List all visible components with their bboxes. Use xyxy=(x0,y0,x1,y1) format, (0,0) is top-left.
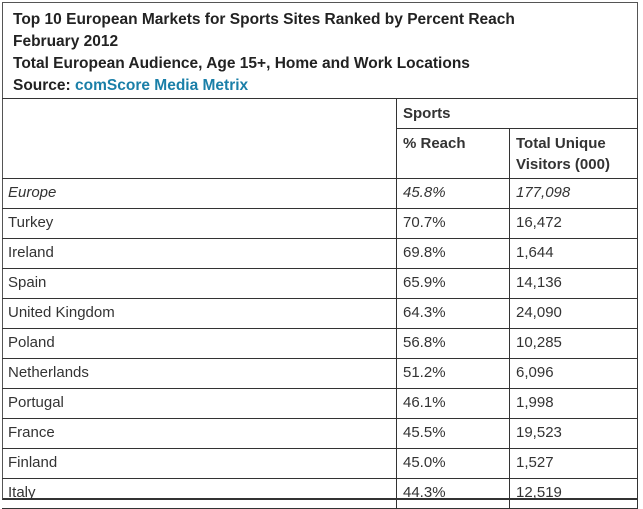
visitors-cell: 12,519 xyxy=(509,478,638,509)
market-cell: France xyxy=(2,418,397,449)
table-row: Spain 65.9% 14,136 xyxy=(2,268,638,299)
sports-group-header: Sports xyxy=(396,98,638,129)
table-row-europe: Europe 45.8% 177,098 xyxy=(2,178,638,209)
reach-cell: 45.0% xyxy=(396,448,510,479)
visitors-column-header: Total Unique Visitors (000) xyxy=(509,128,638,179)
visitors-cell: 177,098 xyxy=(509,178,638,209)
report-header: Top 10 European Markets for Sports Sites… xyxy=(3,3,637,97)
table-row: Turkey 70.7% 16,472 xyxy=(2,208,638,239)
report-date: February 2012 xyxy=(13,33,119,50)
market-cell: Italy xyxy=(2,478,397,509)
visitors-cell: 1,998 xyxy=(509,388,638,419)
reach-cell: 45.5% xyxy=(396,418,510,449)
reach-cell: 56.8% xyxy=(396,328,510,359)
reach-cell: 51.2% xyxy=(396,358,510,389)
visitors-cell: 14,136 xyxy=(509,268,638,299)
market-cell: Portugal xyxy=(2,388,397,419)
table-row: Finland 45.0% 1,527 xyxy=(2,448,638,479)
market-column-header xyxy=(2,98,397,179)
reach-column-header: % Reach xyxy=(396,128,510,179)
reach-cell: 65.9% xyxy=(396,268,510,299)
markets-table: Sports % Reach Total Unique Visitors (00… xyxy=(2,98,638,509)
reach-cell: 46.1% xyxy=(396,388,510,419)
reach-cell: 70.7% xyxy=(396,208,510,239)
group-header-row: Sports xyxy=(2,98,638,179)
market-cell: Netherlands xyxy=(2,358,397,389)
report-source: Source: comScore Media Metrix xyxy=(13,75,637,97)
market-cell: Europe xyxy=(2,178,397,209)
table-row: Italy 44.3% 12,519 xyxy=(2,478,638,509)
table-row: Netherlands 51.2% 6,096 xyxy=(2,358,638,389)
table-row: Ireland 69.8% 1,644 xyxy=(2,238,638,269)
source-link[interactable]: comScore Media Metrix xyxy=(75,77,249,94)
visitors-cell: 19,523 xyxy=(509,418,638,449)
market-cell: Spain xyxy=(2,268,397,299)
market-cell: Turkey xyxy=(2,208,397,239)
visitors-header-line2: Visitors (000) xyxy=(516,156,610,173)
market-cell: United Kingdom xyxy=(2,298,397,329)
reach-cell: 45.8% xyxy=(396,178,510,209)
table-row: France 45.5% 19,523 xyxy=(2,418,638,449)
visitors-cell: 6,096 xyxy=(509,358,638,389)
source-label: Source: xyxy=(13,77,71,94)
reach-cell: 64.3% xyxy=(396,298,510,329)
visitors-cell: 10,285 xyxy=(509,328,638,359)
table-row: Portugal 46.1% 1,998 xyxy=(2,388,638,419)
reach-cell: 44.3% xyxy=(396,478,510,509)
visitors-cell: 16,472 xyxy=(509,208,638,239)
report-title: Top 10 European Markets for Sports Sites… xyxy=(13,11,515,28)
visitors-cell: 24,090 xyxy=(509,298,638,329)
column-header-row: % Reach Total Unique Visitors (000) xyxy=(2,128,638,179)
market-cell: Finland xyxy=(2,448,397,479)
table-row: United Kingdom 64.3% 24,090 xyxy=(2,298,638,329)
reach-cell: 69.8% xyxy=(396,238,510,269)
visitors-cell: 1,527 xyxy=(509,448,638,479)
market-cell: Poland xyxy=(2,328,397,359)
report-audience: Total European Audience, Age 15+, Home a… xyxy=(13,55,470,72)
visitors-cell: 1,644 xyxy=(509,238,638,269)
market-cell: Ireland xyxy=(2,238,397,269)
table-row: Poland 56.8% 10,285 xyxy=(2,328,638,359)
visitors-header-line1: Total Unique xyxy=(516,135,606,152)
